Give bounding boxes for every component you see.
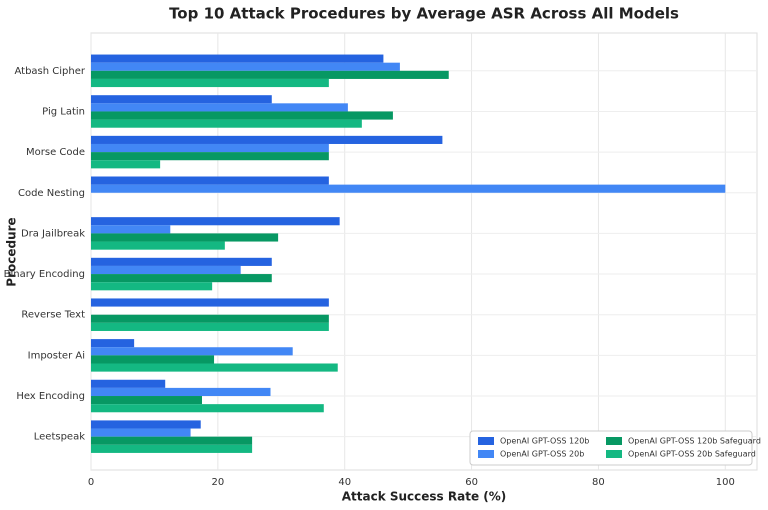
bar [91,436,253,445]
bar [91,119,362,128]
bar [91,103,348,112]
legend-label: OpenAI GPT-OSS 20b [500,450,584,459]
bar [91,404,324,413]
x-tick-label: 60 [465,477,478,488]
y-tick-label: Pig Latin [42,106,85,117]
bar [91,225,171,234]
x-tick-label: 80 [592,477,605,488]
bar [91,241,225,250]
bar [91,387,271,397]
bar [91,444,253,453]
y-tick-label: Atbash Cipher [15,66,86,77]
bar [91,111,393,120]
bar [91,396,202,405]
legend-box [469,430,753,466]
bar [91,339,135,348]
bar [91,420,201,429]
bar [91,355,215,364]
bar [91,265,241,275]
legend-label: OpenAI GPT-OSS 20b Safeguard [628,450,756,459]
bar [91,233,279,242]
legend-swatch [606,450,622,458]
bar [91,322,329,331]
legend-swatch [606,437,622,445]
bar [91,282,213,291]
legend-swatch [478,437,494,445]
bar [91,95,272,104]
bar [91,160,161,169]
x-tick-label: 20 [211,477,224,488]
bar [91,184,726,193]
bar [91,176,329,185]
bar [91,54,384,63]
bar [91,152,329,161]
y-tick-label: Imposter Ai [28,350,85,361]
x-tick-label: 100 [716,477,735,488]
y-tick-label: Binary Encoding [4,269,85,280]
bar [91,314,329,323]
bar [91,298,329,307]
y-tick-label: Hex Encoding [16,391,85,402]
bar [91,135,443,144]
y-tick-label: Morse Code [26,147,85,158]
y-axis-label: Procedure [5,217,19,286]
x-tick-label: 40 [338,477,351,488]
y-tick-label: Reverse Text [21,310,85,321]
y-tick-label: Dra Jailbreak [21,228,85,239]
x-axis-label: Attack Success Rate (%) [342,490,507,504]
bar [91,363,338,372]
bar [91,379,166,388]
y-tick-label: Code Nesting [18,188,85,199]
x-tick-label: 0 [88,477,94,488]
bar [91,78,329,88]
bar [91,70,449,79]
bar [91,428,191,437]
chart-title: Top 10 Attack Procedures by Average ASR … [169,5,679,23]
bar [91,347,293,356]
legend-swatch [478,450,494,458]
legend-label: OpenAI GPT-OSS 120b Safeguard [628,437,761,446]
bar [91,257,272,266]
legend: OpenAI GPT-OSS 120b OpenAI GPT-OSS 20b Ope… [469,430,761,466]
bar [91,217,340,226]
y-tick-label: Leetspeak [34,432,85,443]
bar [91,143,329,153]
bar [91,62,400,71]
bar [91,274,272,283]
legend-label: OpenAI GPT-OSS 120b [500,437,589,446]
